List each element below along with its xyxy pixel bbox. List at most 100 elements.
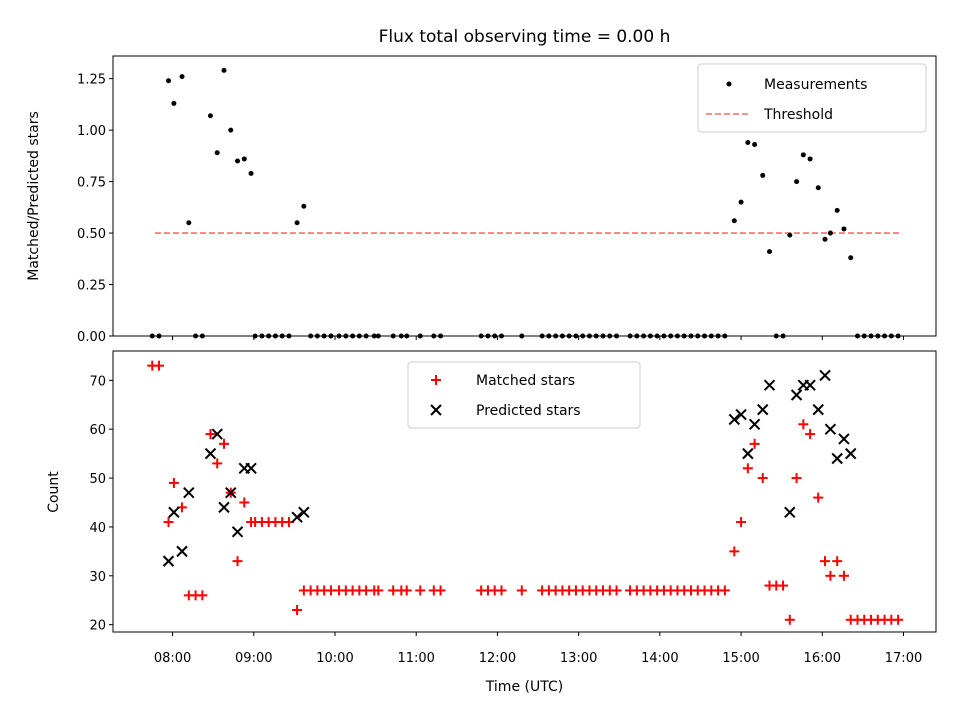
predicted-star-point	[204, 447, 217, 460]
measurement-point	[767, 249, 773, 255]
predicted-star-point	[790, 389, 803, 401]
measurement-point	[794, 179, 800, 185]
matched-star-point	[778, 580, 789, 591]
matched-star-point	[218, 438, 229, 449]
matched-star-point	[168, 477, 179, 488]
measurement-point	[241, 156, 247, 162]
top-axes-frame	[112, 55, 937, 337]
y-tick-label: 1.25	[77, 73, 106, 88]
measurement-point	[800, 152, 806, 158]
top-y-ticks: 0.00 0.25 0.50 0.75 1.00 1.25	[77, 73, 113, 345]
measurement-point	[745, 139, 751, 145]
predicted-star-point	[819, 369, 831, 382]
measurement-point	[207, 113, 213, 119]
matched-star-point	[232, 556, 243, 567]
y-tick-label: 30	[89, 570, 106, 585]
y-tick-label: 50	[89, 472, 106, 487]
matched-star-point	[516, 585, 527, 596]
y-tick-label: 60	[89, 423, 106, 438]
matched-star-point	[791, 473, 802, 484]
matched-star-point	[719, 585, 730, 596]
top-y-axis-label: Matched/Predicted stars	[26, 111, 42, 281]
y-tick-label: 40	[89, 521, 106, 536]
matched-star-point	[893, 614, 904, 625]
matched-star-point	[784, 614, 795, 625]
measurement-point	[179, 74, 185, 80]
y-tick-label: 1.00	[77, 124, 106, 139]
matched-star-point	[239, 497, 250, 508]
measurement-point	[787, 232, 793, 238]
legend-predicted-marker	[430, 404, 442, 416]
measurement-point	[301, 203, 307, 209]
bottom-y-axis-label: Count	[46, 471, 62, 513]
matched-star-point	[805, 429, 816, 440]
predicted-star-point	[845, 447, 857, 460]
predicted-star-point	[245, 462, 257, 474]
y-tick-label: 0.00	[77, 330, 106, 345]
predicted-star-point	[824, 423, 837, 435]
y-tick-label: 20	[89, 619, 106, 634]
measurement-point	[235, 158, 241, 164]
predicted-star-point	[742, 447, 754, 460]
matched-star-point	[838, 570, 849, 581]
bottom-y-ticks: 20 30 40 50 60 70	[89, 374, 113, 634]
matched-star-point	[820, 556, 831, 567]
matched-star-point	[163, 517, 174, 528]
predicted-star-point	[176, 545, 188, 558]
measurement-point	[731, 218, 737, 224]
measurement-point	[221, 67, 227, 73]
measurement-point	[834, 207, 840, 213]
measurement-point	[807, 156, 813, 162]
predicted-star-point	[838, 433, 850, 445]
legend-threshold-label: Threshold	[763, 107, 833, 123]
measurement-point	[294, 220, 300, 226]
measurement-point	[841, 226, 847, 232]
matched-star-point	[729, 546, 740, 557]
measurement-point	[752, 142, 758, 148]
y-tick-label: 0.50	[77, 227, 106, 242]
matched-star-point	[825, 570, 836, 581]
predicted-star-point	[784, 506, 796, 518]
matched-star-point	[798, 419, 809, 430]
matched-star-point	[832, 556, 843, 567]
top-x-ticks	[172, 336, 905, 340]
predicted-star-point	[831, 452, 843, 465]
measurement-point	[738, 199, 744, 205]
measurement-point	[165, 78, 171, 84]
legend-measurements-marker	[726, 81, 732, 87]
legend-measurements-label: Measurements	[764, 77, 867, 93]
x-tick-label: 13:00	[560, 651, 597, 666]
matched-star-point	[813, 492, 824, 503]
legend-matched-marker	[431, 375, 441, 385]
matched-star-point	[496, 585, 507, 596]
predicted-star-point	[183, 487, 195, 499]
top-legend-box	[697, 63, 927, 133]
measurement-point	[228, 127, 234, 133]
matched-star-point	[736, 517, 747, 528]
measurement-point	[815, 185, 821, 191]
matched-star-point	[154, 360, 165, 371]
flux-ratio-panel: Flux total observing time = 0.00 h Match…	[26, 27, 937, 345]
predicted-star-point	[728, 413, 741, 426]
predicted-stars-layer	[162, 369, 857, 567]
predicted-star-point	[218, 501, 230, 514]
predicted-star-point	[804, 379, 816, 391]
y-tick-label: 70	[89, 374, 106, 389]
predicted-star-point	[162, 555, 175, 567]
predicted-star-point	[168, 506, 180, 518]
predicted-star-point	[735, 408, 747, 421]
matched-star-point	[611, 585, 622, 596]
x-tick-label: 11:00	[397, 651, 434, 666]
measurement-point	[848, 255, 854, 261]
matched-star-point	[373, 585, 384, 596]
x-tick-label: 09:00	[235, 651, 272, 666]
bottom-axes-frame	[112, 350, 937, 633]
measurement-point	[186, 220, 192, 226]
y-tick-label: 0.25	[77, 279, 106, 294]
x-tick-label: 15:00	[722, 651, 759, 666]
predicted-star-point	[757, 403, 769, 416]
matched-star-point	[292, 605, 303, 616]
matched-star-point	[749, 438, 760, 449]
matched-star-point	[205, 429, 216, 440]
top-legend: Measurements Threshold	[697, 63, 927, 133]
